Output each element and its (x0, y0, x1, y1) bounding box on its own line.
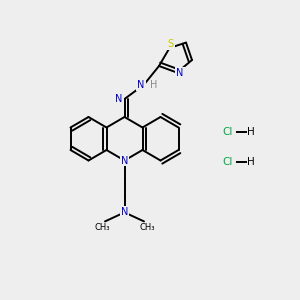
Text: CH₃: CH₃ (94, 224, 110, 232)
Text: Cl: Cl (223, 127, 233, 137)
Text: H: H (247, 127, 254, 137)
Text: Cl: Cl (223, 157, 233, 167)
Text: N: N (121, 207, 128, 218)
Text: S: S (168, 39, 174, 49)
Text: N: N (176, 68, 184, 78)
Text: N: N (137, 80, 145, 90)
Text: N: N (116, 94, 123, 104)
Text: CH₃: CH₃ (139, 224, 155, 232)
Text: H: H (150, 80, 157, 91)
Text: H: H (247, 157, 254, 167)
Text: N: N (121, 155, 128, 166)
